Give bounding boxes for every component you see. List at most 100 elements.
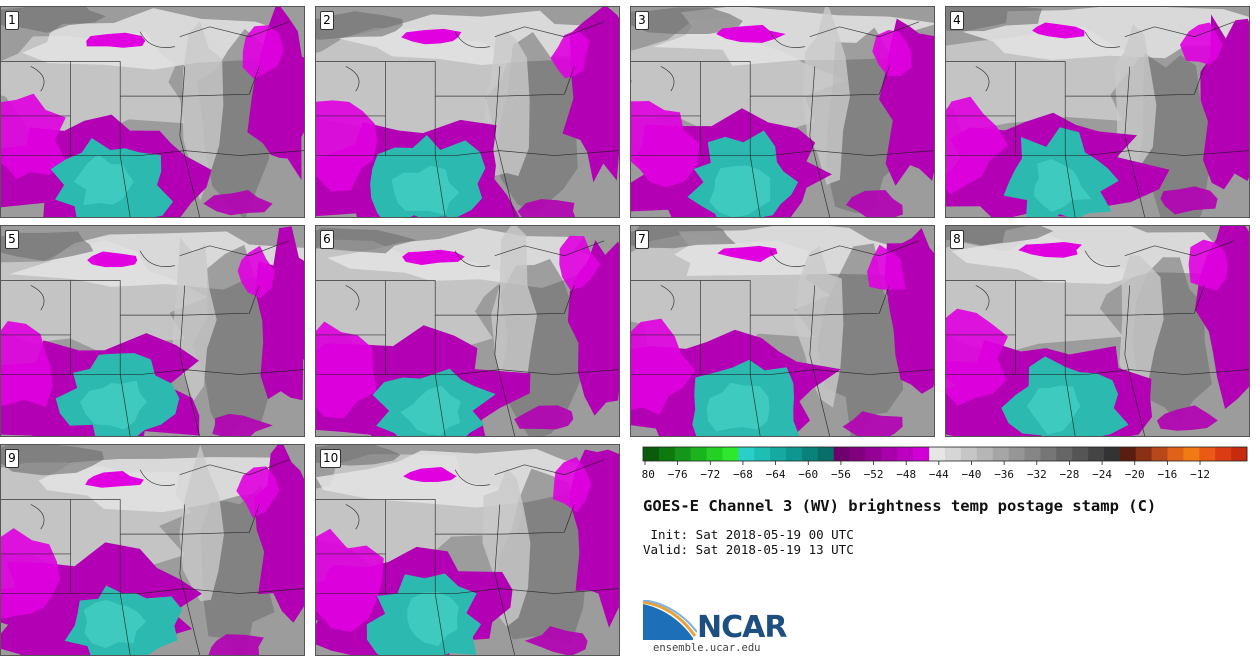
ensemble-member-panel-6: 6 bbox=[315, 225, 620, 437]
upper-dry-area bbox=[1, 445, 104, 476]
boundary-line-10 bbox=[345, 66, 360, 92]
boundary-line-4 bbox=[1124, 285, 1146, 436]
cold-cloud-north bbox=[401, 28, 462, 45]
boundary-line-1 bbox=[316, 499, 500, 535]
upper-dry-area bbox=[946, 226, 1054, 246]
boundary-line-4 bbox=[1124, 66, 1146, 217]
boundary-line-1 bbox=[1, 280, 185, 316]
boundary-line-5 bbox=[184, 66, 260, 97]
moist-streak bbox=[491, 226, 538, 390]
cold-cloud-west bbox=[1, 93, 68, 179]
cold-cloud-southeast bbox=[208, 634, 264, 655]
boundary-line-5 bbox=[1129, 285, 1205, 316]
ncar-logo: NCAR ensemble.ucar.edu bbox=[643, 600, 803, 656]
cold-cloud-west bbox=[631, 318, 696, 415]
colorbar-segment bbox=[1215, 447, 1232, 461]
cold-cloud-west bbox=[946, 308, 1008, 406]
boundary-line-8 bbox=[770, 150, 934, 156]
boundary-line-5 bbox=[814, 66, 890, 97]
figure-title: GOES-E Channel 3 (WV) brightness temp po… bbox=[643, 497, 1157, 515]
boundary-line-1 bbox=[1, 499, 185, 535]
boundary-line-5 bbox=[814, 285, 890, 316]
panel-number-label: 2 bbox=[320, 11, 334, 30]
time-info: Init: Sat 2018-05-19 00 UTC Valid: Sat 20… bbox=[643, 527, 854, 557]
colorbar-segment bbox=[1151, 447, 1168, 461]
boundary-line-8 bbox=[1085, 150, 1249, 156]
cold-cloud-southeast bbox=[517, 199, 576, 217]
colorbar-segment bbox=[945, 447, 962, 461]
boundary-line-1 bbox=[316, 61, 500, 97]
ensemble-member-panel-10: 10 bbox=[315, 444, 620, 656]
cold-cloud-southeast bbox=[524, 626, 588, 655]
colorbar-segment bbox=[690, 447, 707, 461]
cold-cloud-southeast bbox=[514, 405, 574, 430]
wv-map bbox=[631, 226, 934, 436]
colorbar-tick-label: −64 bbox=[766, 468, 786, 481]
colorbar-segment bbox=[1008, 447, 1025, 461]
cold-cloud-southeast bbox=[845, 190, 903, 217]
colorbar-segment bbox=[992, 447, 1009, 461]
colorbar-tick-label: −28 bbox=[1059, 468, 1079, 481]
cold-cloud-north bbox=[403, 466, 457, 482]
cold-cloud-northeast bbox=[872, 29, 912, 76]
boundary-line-5 bbox=[499, 66, 575, 97]
moist-streak bbox=[182, 21, 224, 202]
ensemble-member-panel-3: 3 bbox=[630, 6, 935, 218]
cold-cloud-northeast bbox=[242, 25, 284, 79]
boundary-line-11 bbox=[139, 469, 175, 486]
boundary-line-8 bbox=[455, 369, 619, 375]
boundary-line-11 bbox=[139, 31, 175, 48]
colorbar-segment bbox=[849, 447, 866, 461]
boundary-line-5 bbox=[499, 285, 575, 316]
colorbar-segment bbox=[1199, 447, 1216, 461]
boundary-line-10 bbox=[975, 66, 990, 92]
boundary-line-10 bbox=[30, 504, 45, 530]
boundary-line-9 bbox=[1124, 240, 1235, 257]
colorbar-segment bbox=[722, 447, 739, 461]
cold-cloud-southeast bbox=[1156, 405, 1218, 431]
colorbar-segment bbox=[754, 447, 771, 461]
upper-dry-area bbox=[316, 11, 403, 40]
convective-core-center bbox=[407, 592, 459, 647]
boundary-line-4 bbox=[494, 285, 516, 436]
ensemble-member-panel-7: 7 bbox=[630, 225, 935, 437]
cold-cloud-east bbox=[247, 7, 304, 181]
boundary-line-9 bbox=[494, 459, 605, 476]
boundary-line-9 bbox=[1124, 21, 1235, 38]
colorbar-segment bbox=[658, 447, 676, 461]
ensemble-member-panel-4: 4 bbox=[945, 6, 1250, 218]
wv-map bbox=[946, 7, 1249, 217]
boundary-line-8 bbox=[770, 369, 934, 375]
ensemble-url: ensemble.ucar.edu bbox=[653, 642, 761, 654]
colorbar-tick-label: −48 bbox=[896, 468, 916, 481]
boundary-line-3 bbox=[119, 315, 131, 436]
boundary-line-5 bbox=[184, 285, 260, 316]
boundary-line-5 bbox=[1129, 66, 1205, 97]
cold-cloud-northeast bbox=[1188, 239, 1229, 291]
boundary-line-10 bbox=[30, 285, 45, 311]
colorbar-segment bbox=[865, 447, 882, 461]
ensemble-member-panel-5: 5 bbox=[0, 225, 305, 437]
boundary-line-9 bbox=[809, 240, 920, 257]
boundary-line-9 bbox=[809, 21, 920, 38]
boundary-line-10 bbox=[660, 66, 675, 92]
colorbar-segment bbox=[913, 447, 930, 461]
colorbar-segment bbox=[976, 447, 994, 461]
colorbar-segment bbox=[1183, 447, 1200, 461]
moist-streak bbox=[179, 445, 225, 602]
dry-band bbox=[38, 457, 303, 513]
cold-cloud-north bbox=[716, 24, 786, 43]
boundary-line-1 bbox=[631, 280, 815, 316]
boundary-line-3 bbox=[434, 96, 446, 217]
convective-core-center bbox=[1034, 159, 1092, 212]
panel-number-label: 7 bbox=[635, 230, 649, 249]
colorbar-segment bbox=[1119, 447, 1137, 461]
colorbar-tick-label: −76 bbox=[668, 468, 688, 481]
boundary-line-11 bbox=[1084, 31, 1120, 48]
colorbar-segment bbox=[738, 447, 755, 461]
boundary-line-10 bbox=[345, 285, 360, 311]
colorbar-tick-label: −40 bbox=[962, 468, 982, 481]
colorbar-segment bbox=[897, 447, 914, 461]
upper-dry-area bbox=[631, 7, 743, 35]
convective-core-center bbox=[400, 385, 461, 436]
